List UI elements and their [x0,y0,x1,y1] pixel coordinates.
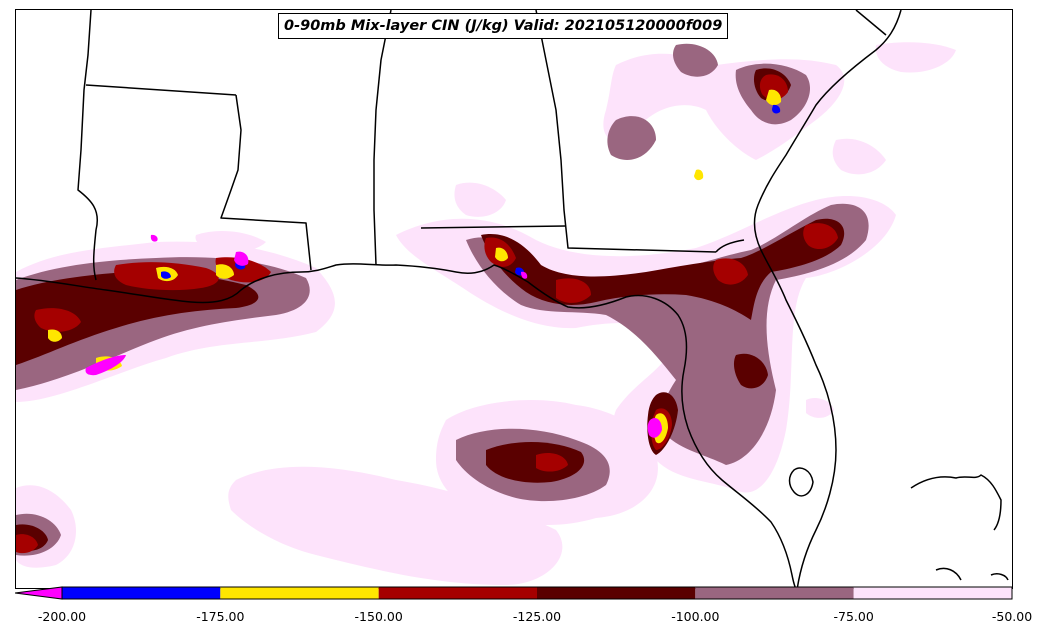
colorbar-tick-label: -100.00 [671,609,720,624]
colorbar-swatch [220,587,379,599]
colorbar-tick-label: -200.00 [37,609,87,624]
colorbar-swatch [537,587,696,599]
colorbar-swatch [853,587,1012,599]
map-panel [15,9,1013,589]
colorbar-tick-label: -125.00 [512,609,562,624]
colorbar-tick-label: -150.00 [354,609,403,624]
colorbar-tick-label: -75.00 [833,609,874,624]
cin-shading-magenta [85,234,662,438]
cin-map [16,10,1009,588]
colorbar-frame [61,586,1013,600]
colorbar-swatch [695,587,854,599]
colorbar-tick-label: -50.00 [991,609,1033,624]
colorbar-swatch [378,587,537,599]
colorbar-under-triangle [15,586,63,600]
colorbar-tick-label: -175.00 [196,609,245,624]
boundaries [16,10,1009,588]
map-title: 0-90mb Mix-layer CIN (J/kg) Valid: 20210… [278,13,729,39]
colorbar [15,586,1013,600]
colorbar-swatch [62,587,221,599]
